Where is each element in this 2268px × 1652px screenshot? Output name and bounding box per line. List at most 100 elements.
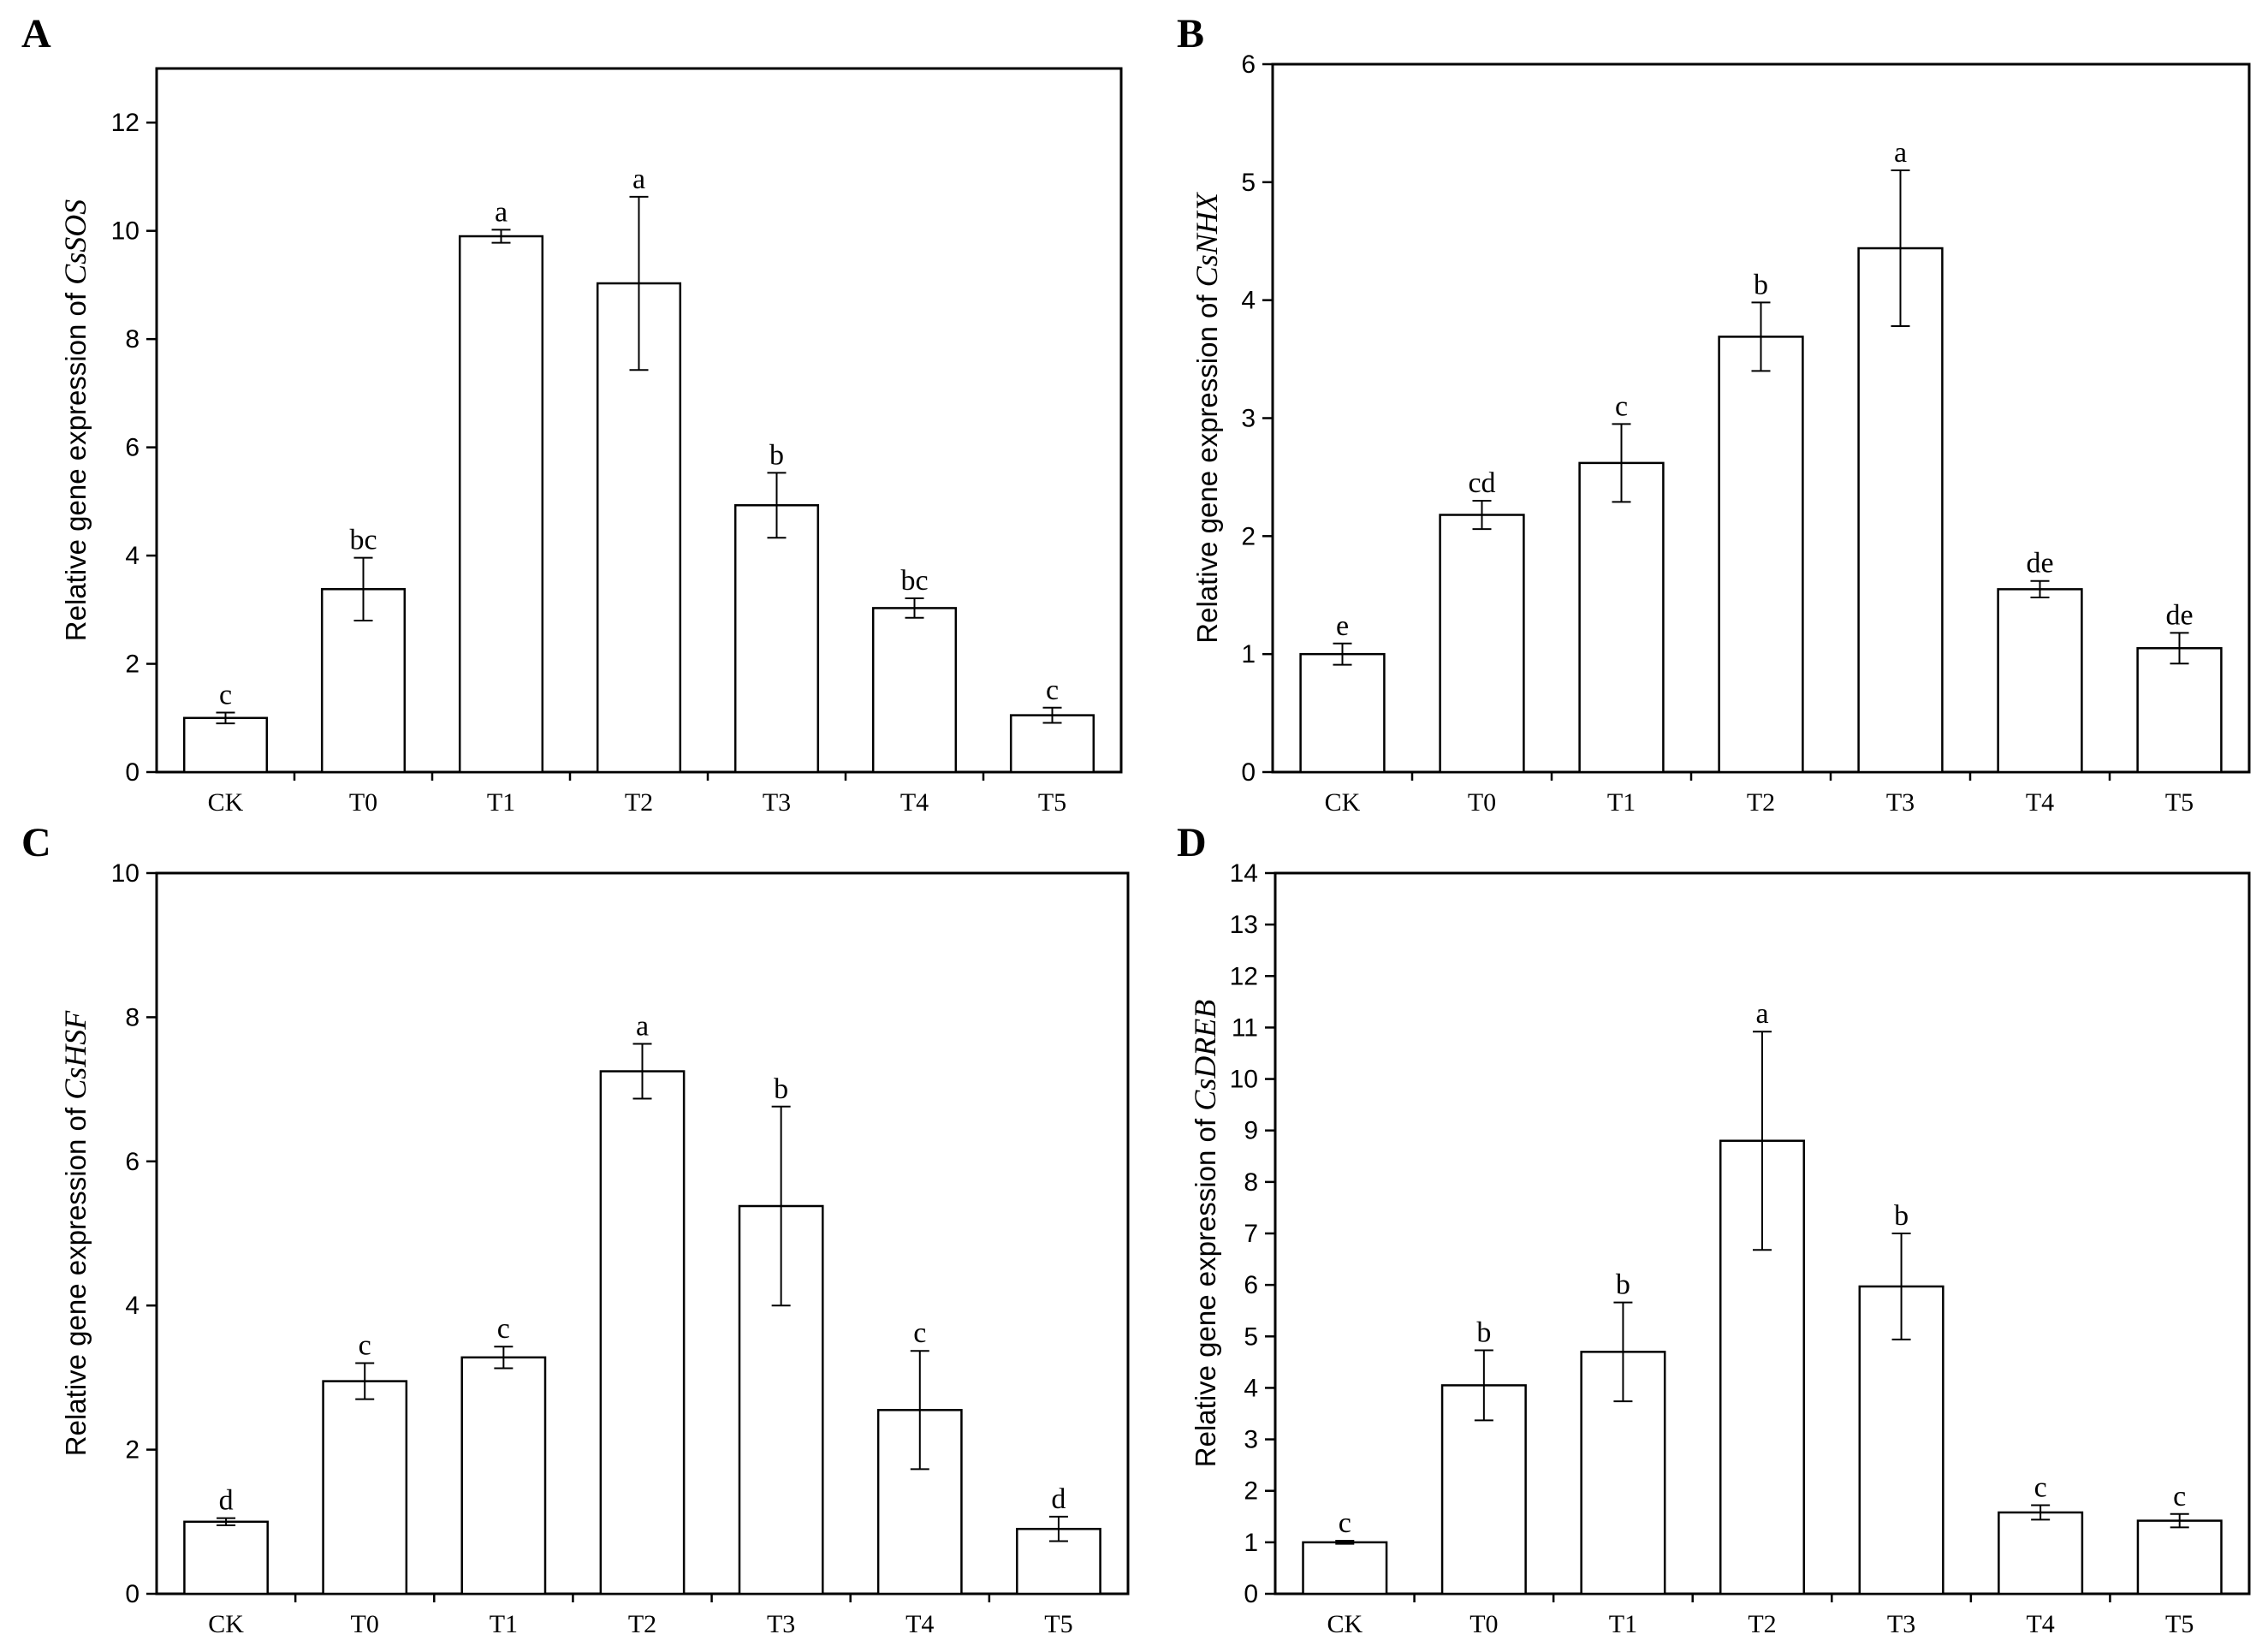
bar-t4 (871, 607, 958, 774)
bar-t1 (458, 235, 544, 774)
y-tick-label: 6 (1241, 51, 1256, 79)
x-tick-label: T4 (2026, 1610, 2054, 1638)
error-bar-t2 (1751, 301, 1771, 372)
bar-t4 (1998, 1511, 2084, 1596)
panel-letter: A (21, 11, 51, 56)
bar-ck (1302, 1541, 1388, 1596)
significance-label: c (1615, 390, 1628, 422)
error-bar-t1 (1612, 423, 1631, 503)
error-bar-t0 (1472, 499, 1492, 531)
y-axis-label-gene: CsDREB (1188, 1000, 1222, 1111)
y-tick-label: 0 (125, 1580, 140, 1608)
y-axis-label-prefix: Relative gene expression of (60, 1100, 92, 1456)
x-tick-label: T1 (490, 1610, 518, 1638)
error-bar-t2 (1753, 1031, 1772, 1251)
significance-label: c (1339, 1507, 1351, 1539)
panel-b: B 0 1 2 3 4 5 6 e CK cd T0 c T1 b T2 a T3 de T4 de T5 Relative… (1177, 11, 2251, 817)
x-tick-label: T3 (1886, 788, 1915, 817)
panel-c: C 0 2 4 6 8 10 d CK c T0 c T1 a T2 b T3 c T4 d T5 Relative ge… (21, 820, 1130, 1638)
x-tick-label: T4 (905, 1610, 934, 1638)
bar-t1 (1578, 461, 1665, 774)
y-tick-label: 4 (1244, 1374, 1258, 1402)
significance-label: c (497, 1313, 510, 1345)
bar-t0 (322, 1380, 408, 1596)
x-tick-label: CK (1325, 788, 1361, 817)
y-axis-label-prefix: Relative gene expression of (1190, 1111, 1221, 1467)
y-axis-label-prefix: Relative gene expression of (1191, 287, 1223, 643)
significance-label: a (632, 163, 645, 195)
x-tick-label: T2 (1748, 1610, 1776, 1638)
y-axis-label-prefix: Relative gene expression of (60, 285, 92, 641)
significance-label: c (219, 679, 232, 710)
y-tick-label: 4 (125, 542, 140, 570)
bar-ck (1299, 652, 1386, 774)
y-tick-label: 10 (1230, 1066, 1258, 1094)
error-bar-t5 (2170, 632, 2189, 665)
significance-label: a (636, 1011, 649, 1043)
significance-label: c (2034, 1472, 2047, 1504)
x-tick-label: T2 (625, 788, 653, 817)
y-tick-label: 4 (125, 1292, 140, 1320)
y-tick-label: 6 (1244, 1271, 1258, 1299)
bar-ck (183, 1520, 269, 1596)
y-axis-label: Relative gene expression of CsNHX (1190, 191, 1224, 643)
significance-label: b (1476, 1317, 1491, 1349)
y-tick-label: 3 (1241, 405, 1256, 433)
error-bar-t1 (491, 229, 511, 244)
x-tick-label: T2 (628, 1610, 656, 1638)
bar-t5 (1009, 714, 1095, 774)
x-tick-label: CK (208, 1610, 244, 1638)
error-bar-t1 (494, 1346, 514, 1370)
y-tick-label: 7 (1244, 1220, 1258, 1248)
significance-label: b (1616, 1269, 1630, 1301)
y-tick-label: 2 (125, 1436, 140, 1465)
x-tick-label: T3 (1887, 1610, 1915, 1638)
significance-label: bc (900, 565, 928, 597)
x-tick-label: T3 (767, 1610, 795, 1638)
y-axis-label: Relative gene expression of CsSOS (58, 199, 92, 641)
significance-label: b (769, 439, 784, 471)
x-tick-label: T1 (1607, 788, 1636, 817)
x-tick-label: T5 (1044, 1610, 1072, 1638)
error-bar-t0 (355, 1362, 375, 1400)
y-tick-label: 4 (1241, 287, 1256, 315)
y-tick-label: 0 (1241, 758, 1256, 787)
y-tick-label: 1 (1244, 1529, 1258, 1557)
x-tick-label: T4 (900, 788, 929, 817)
panel-letter: C (21, 820, 51, 865)
bar-t1 (460, 1356, 547, 1596)
y-tick-label: 6 (125, 1148, 140, 1176)
error-bar-t4 (2030, 579, 2050, 599)
y-tick-label: 12 (111, 109, 140, 137)
significance-label: c (1046, 674, 1059, 706)
significance-label: de (2026, 548, 2053, 579)
y-tick-label: 8 (1244, 1168, 1258, 1197)
error-bar-t4 (2031, 1504, 2051, 1521)
x-tick-label: T4 (2026, 788, 2054, 817)
error-bar-t2 (632, 1043, 652, 1100)
error-bar-t4 (910, 1350, 929, 1471)
bar-t4 (1997, 588, 2083, 774)
error-bar-ck (216, 711, 235, 725)
error-bar-t5 (1048, 1515, 1068, 1542)
error-bar-t0 (1474, 1349, 1493, 1422)
y-tick-label: 5 (1241, 169, 1256, 197)
bar-t5 (2136, 1519, 2223, 1596)
significance-label: d (1051, 1483, 1066, 1515)
y-tick-label: 0 (125, 758, 140, 787)
significance-label: c (913, 1317, 926, 1349)
error-bar-t5 (2170, 1512, 2189, 1529)
error-bar-t2 (629, 195, 649, 371)
significance-label: a (495, 196, 508, 228)
significance-label: cd (1468, 467, 1495, 499)
y-axis-label-gene: CsSOS (58, 199, 92, 285)
x-tick-label: T5 (1038, 788, 1066, 817)
bar-t2 (599, 1070, 686, 1596)
x-tick-label: T5 (2165, 788, 2194, 817)
bar-t3 (1857, 247, 1944, 774)
significance-label: a (1894, 137, 1907, 169)
error-bar-t3 (1891, 1233, 1911, 1340)
bar-t5 (2136, 647, 2223, 774)
x-tick-label: T3 (763, 788, 791, 817)
